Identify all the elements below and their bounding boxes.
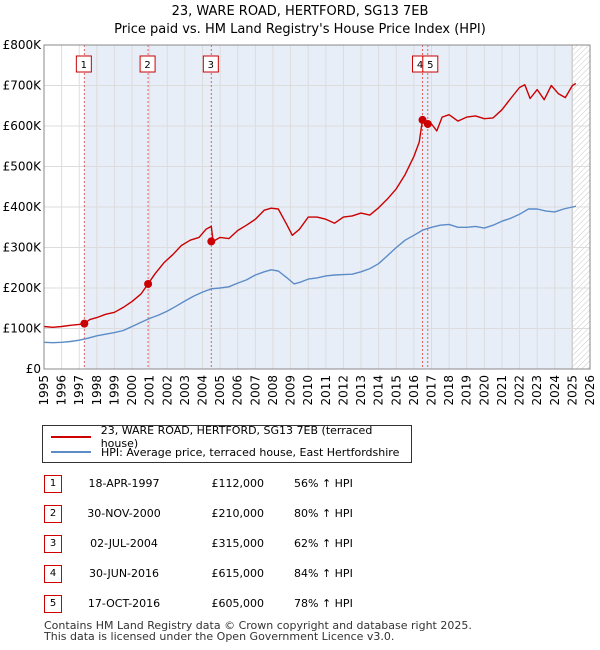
sale-row: 1 18-APR-1997 £112,000 56% ↑ HPI bbox=[44, 475, 464, 495]
x-tick-label: 2008 bbox=[266, 375, 280, 406]
sale-point bbox=[144, 279, 153, 288]
footer-copyright: Contains HM Land Registry data © Crown c… bbox=[44, 619, 472, 632]
x-tick-label: 2014 bbox=[372, 375, 386, 406]
sale-hpi-change: 78% ↑ HPI bbox=[294, 597, 353, 610]
legend-swatch-red bbox=[51, 436, 91, 438]
x-tick-label: 2006 bbox=[231, 375, 245, 406]
sale-hpi-change: 62% ↑ HPI bbox=[294, 537, 353, 550]
x-tick-label: 2020 bbox=[477, 375, 491, 406]
sale-point bbox=[80, 319, 89, 328]
sale-price: £315,000 bbox=[211, 537, 265, 550]
y-tick-label: £200K bbox=[3, 281, 43, 295]
sale-hpi-change: 56% ↑ HPI bbox=[294, 477, 353, 490]
sale-date: 18-APR-1997 bbox=[88, 477, 160, 490]
x-tick-label: 1997 bbox=[72, 375, 86, 406]
y-tick-label: £500K bbox=[3, 160, 43, 174]
x-tick-label: 2017 bbox=[424, 375, 438, 406]
price-chart: £0 £100K £200K £300K £400K £500K £600K £700K £80… bbox=[3, 38, 597, 406]
y-tick-label: £600K bbox=[3, 119, 43, 133]
sale-date: 30-NOV-2000 bbox=[87, 507, 161, 520]
x-tick-label: 2021 bbox=[495, 375, 509, 406]
x-tick-label: 2025 bbox=[565, 375, 579, 406]
sale-price: £615,000 bbox=[211, 567, 265, 580]
sale-date: 30-JUN-2016 bbox=[88, 567, 160, 580]
sale-marker-label: 1 bbox=[81, 60, 87, 71]
sale-marker-label: 5 bbox=[427, 60, 433, 71]
x-tick-label: 2003 bbox=[178, 375, 192, 406]
x-tick-label: 2011 bbox=[319, 375, 333, 406]
sale-price: £605,000 bbox=[211, 597, 265, 610]
legend-label-hpi: HPI: Average price, terraced house, East… bbox=[101, 445, 400, 459]
x-tick-label: 2019 bbox=[460, 375, 474, 406]
sale-marker-box bbox=[139, 55, 156, 73]
x-tick-label: 1998 bbox=[90, 375, 104, 406]
x-tick-label: 2026 bbox=[583, 375, 597, 406]
hpi-series-line bbox=[43, 205, 577, 344]
x-tick-label: 2018 bbox=[442, 375, 456, 406]
chart-subtitle: Price paid vs. HM Land Registry's House … bbox=[114, 22, 486, 37]
sale-point bbox=[423, 119, 432, 128]
x-tick-label: 2023 bbox=[530, 375, 544, 406]
x-tick-label: 2000 bbox=[125, 375, 139, 406]
chart-legend: 23, WARE ROAD, HERTFORD, SG13 7EB (terra… bbox=[42, 424, 412, 463]
footer-licence: This data is licensed under the Open Gov… bbox=[44, 630, 395, 643]
sale-marker-box bbox=[75, 55, 92, 73]
sale-row: 4 30-JUN-2016 £615,000 84% ↑ HPI bbox=[44, 565, 464, 585]
sale-marker-box bbox=[422, 55, 439, 73]
sale-date: 02-JUL-2004 bbox=[90, 537, 158, 550]
sale-hpi-change: 84% ↑ HPI bbox=[294, 567, 353, 580]
legend-label-property: 23, WARE ROAD, HERTFORD, SG13 7EB (terra… bbox=[100, 424, 373, 450]
sale-marker-label: 2 bbox=[144, 60, 150, 71]
sale-marker-label: 3 bbox=[208, 60, 214, 71]
chart-title: 23, WARE ROAD, HERTFORD, SG13 7EB bbox=[171, 4, 429, 19]
x-tick-label: 2005 bbox=[213, 375, 227, 406]
sale-hpi-change: 80% ↑ HPI bbox=[294, 507, 353, 520]
x-tick-label: 2013 bbox=[354, 375, 368, 406]
sale-price: £112,000 bbox=[211, 477, 265, 490]
footer-attribution: Contains HM Land Registry data © Crown c… bbox=[44, 620, 472, 642]
x-tick-label: 2015 bbox=[389, 375, 403, 406]
x-tick-label: 2022 bbox=[513, 375, 527, 406]
x-tick-label: 2001 bbox=[143, 375, 157, 406]
plot-frame bbox=[43, 44, 591, 370]
sale-date: 17-OCT-2016 bbox=[87, 597, 161, 610]
sale-number-badge: 2 bbox=[44, 505, 62, 523]
sale-point bbox=[207, 237, 216, 246]
x-tick-label: 2007 bbox=[248, 375, 262, 406]
x-tick-label: 1995 bbox=[37, 375, 51, 406]
x-tick-label: 2016 bbox=[407, 375, 421, 406]
x-tick-label: 2012 bbox=[336, 375, 350, 406]
sale-row: 3 02-JUL-2004 £315,000 62% ↑ HPI bbox=[44, 535, 464, 555]
sale-price: £210,000 bbox=[211, 507, 265, 520]
sale-marker-label: 4 bbox=[417, 60, 423, 71]
legend-item-hpi: HPI: Average price, terraced house, East… bbox=[51, 445, 399, 459]
sale-number-badge: 4 bbox=[44, 565, 62, 583]
sale-number-badge: 3 bbox=[44, 535, 62, 553]
x-tick-label: 2010 bbox=[301, 375, 315, 406]
legend-swatch-blue bbox=[51, 451, 91, 453]
sale-row: 5 17-OCT-2016 £605,000 78% ↑ HPI bbox=[44, 595, 464, 615]
x-tick-label: 2002 bbox=[160, 375, 174, 406]
sale-row: 2 30-NOV-2000 £210,000 80% ↑ HPI bbox=[44, 505, 464, 525]
legend-item-property: 23, WARE ROAD, HERTFORD, SG13 7EB (terra… bbox=[51, 424, 411, 450]
y-tick-label: £400K bbox=[3, 200, 43, 214]
x-tick-label: 2009 bbox=[284, 375, 298, 406]
x-tick-label: 1999 bbox=[107, 375, 121, 406]
sale-number-badge: 5 bbox=[44, 595, 62, 613]
property-series-line bbox=[43, 82, 577, 328]
x-tick-label: 2004 bbox=[196, 375, 210, 406]
y-tick-label: £100K bbox=[3, 322, 43, 336]
y-tick-label: £300K bbox=[3, 241, 43, 255]
x-tick-label: 1996 bbox=[55, 375, 69, 406]
sale-marker-box bbox=[202, 55, 219, 73]
sale-number-badge: 1 bbox=[44, 475, 62, 493]
x-tick-label: 2024 bbox=[548, 375, 562, 406]
y-tick-label: £800K bbox=[3, 38, 43, 52]
y-tick-label: £0 bbox=[26, 362, 41, 376]
y-tick-label: £700K bbox=[3, 79, 43, 93]
